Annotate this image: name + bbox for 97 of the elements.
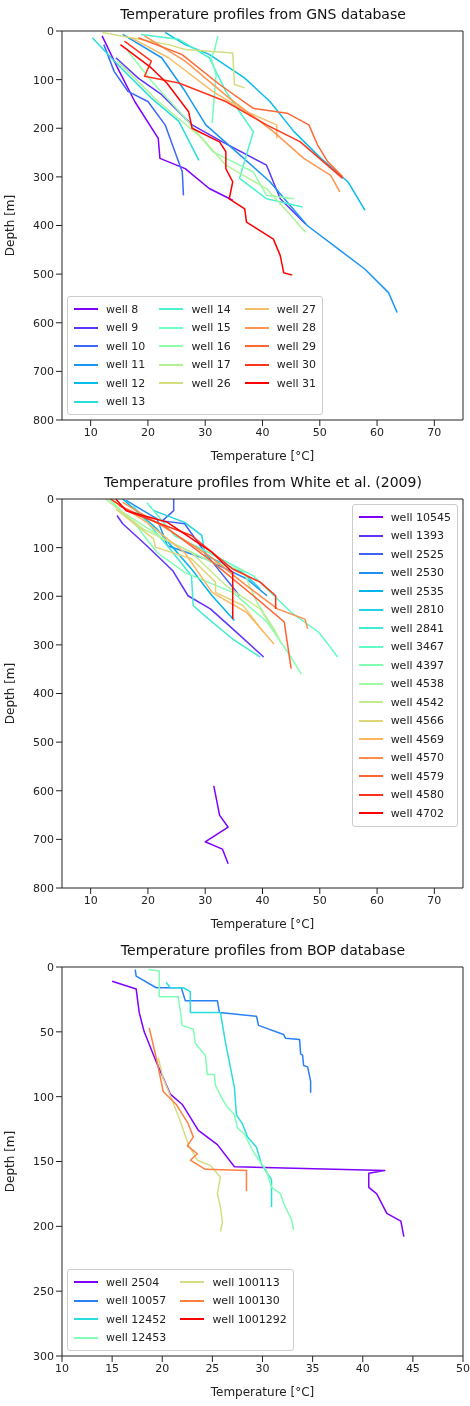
legend-label: well 13 — [106, 395, 146, 409]
x-tick-label: 25 — [205, 1361, 220, 1375]
chart-title: Temperature profiles from GNS database — [119, 6, 407, 22]
legend-label: well 8 — [106, 302, 139, 316]
x-tick-label: 10 — [83, 425, 98, 439]
legend-label: well 10545 — [390, 510, 451, 524]
legend-label: well 28 — [276, 321, 317, 335]
y-tick-label: 800 — [33, 413, 54, 427]
x-tick-label: 50 — [312, 893, 327, 907]
legend-label: well 2530 — [390, 566, 444, 580]
x-tick-label: 70 — [427, 893, 442, 907]
legend-label: well 2504 — [106, 1275, 160, 1289]
y-tick-label: 500 — [33, 736, 54, 750]
y-tick-label: 500 — [33, 268, 54, 282]
legend-label: well 2841 — [390, 621, 444, 635]
chart-title: Temperature profiles from White et al. (2009) — [103, 474, 423, 490]
x-tick-label: 40 — [255, 425, 270, 439]
legend-label: well 1393 — [390, 529, 444, 543]
y-tick-label: 600 — [33, 316, 54, 330]
x-tick-label: 40 — [255, 893, 270, 907]
x-tick-label: 45 — [405, 1361, 420, 1375]
y-tick-label: 600 — [33, 784, 54, 798]
y-tick-label: 100 — [33, 1090, 54, 1104]
x-tick-label: 40 — [355, 1361, 370, 1375]
x-tick-label: 20 — [140, 893, 155, 907]
y-tick-label: 800 — [33, 881, 54, 895]
legend-label: well 29 — [276, 339, 317, 353]
legend-label: well 4569 — [390, 732, 444, 746]
legend-label: well 3467 — [390, 640, 444, 654]
legend-label: well 4397 — [390, 658, 444, 672]
legend-label: well 2525 — [390, 547, 444, 561]
y-tick-label: 0 — [47, 960, 54, 974]
legend-label: well 10057 — [106, 1294, 167, 1308]
x-tick-label: 30 — [198, 893, 213, 907]
x-axis-title: Temperature [°C] — [209, 449, 315, 463]
legend-label: well 11 — [106, 358, 146, 372]
legend-label: well 14 — [191, 302, 231, 316]
legend-label: well 4570 — [390, 751, 444, 765]
y-tick-label: 200 — [33, 590, 54, 604]
y-tick-label: 300 — [33, 638, 54, 652]
y-tick-label: 400 — [33, 219, 54, 233]
y-tick-label: 700 — [33, 833, 54, 847]
legend-label: well 12 — [106, 376, 146, 390]
y-tick-label: 150 — [33, 1155, 54, 1169]
y-tick-label: 50 — [40, 1025, 54, 1039]
x-tick-label: 60 — [370, 425, 385, 439]
legend-label: well 26 — [191, 376, 231, 390]
y-tick-label: 300 — [33, 170, 54, 184]
legend-label: well 1001292 — [212, 1312, 287, 1326]
y-tick-label: 0 — [47, 24, 54, 38]
x-tick-label: 35 — [305, 1361, 320, 1375]
legend-label: well 9 — [106, 321, 139, 335]
legend-label: well 4542 — [390, 695, 444, 709]
y-tick-label: 700 — [33, 365, 54, 379]
x-tick-label: 15 — [105, 1361, 120, 1375]
y-axis-title: Depth [m] — [3, 1130, 18, 1193]
y-tick-label: 300 — [33, 1349, 54, 1363]
legend-label: well 27 — [276, 302, 317, 316]
legend-label: well 30 — [276, 358, 317, 372]
x-axis-title: Temperature [°C] — [209, 917, 315, 931]
x-tick-label: 50 — [456, 1361, 470, 1375]
y-tick-label: 400 — [33, 687, 54, 701]
legend-label: well 4566 — [390, 714, 444, 728]
x-tick-label: 30 — [198, 425, 213, 439]
y-tick-label: 200 — [33, 1220, 54, 1234]
y-axis-title: Depth [m] — [3, 662, 18, 725]
x-tick-label: 20 — [155, 1361, 170, 1375]
legend-label: well 4538 — [390, 677, 444, 691]
legend-label: well 12453 — [106, 1331, 167, 1345]
legend-label: well 15 — [191, 321, 231, 335]
y-tick-label: 0 — [47, 492, 54, 506]
legend-label: well 4579 — [390, 769, 444, 783]
legend-label: well 16 — [191, 339, 231, 353]
legend-label: well 4702 — [390, 806, 444, 820]
y-tick-label: 200 — [33, 122, 54, 136]
x-tick-label: 50 — [312, 425, 327, 439]
legend-label: well 2810 — [390, 603, 444, 617]
y-axis-title: Depth [m] — [3, 194, 18, 257]
x-tick-label: 30 — [255, 1361, 270, 1375]
x-tick-label: 20 — [140, 425, 155, 439]
legend-label: well 4580 — [390, 788, 444, 802]
legend-label: well 31 — [276, 376, 317, 390]
x-tick-label: 60 — [370, 893, 385, 907]
x-axis-title: Temperature [°C] — [209, 1385, 315, 1399]
legend-label: well 10 — [106, 339, 146, 353]
y-tick-label: 100 — [33, 73, 54, 87]
y-tick-label: 250 — [33, 1285, 54, 1299]
x-tick-label: 70 — [427, 425, 442, 439]
legend-label: well 17 — [191, 358, 231, 372]
x-tick-label: 10 — [83, 893, 98, 907]
y-tick-label: 100 — [33, 541, 54, 555]
x-tick-label: 10 — [55, 1361, 69, 1375]
legend-label: well 100130 — [212, 1294, 280, 1308]
legend-label: well 100113 — [212, 1275, 280, 1289]
legend-label: well 2535 — [390, 584, 444, 598]
chart-title: Temperature profiles from BOP database — [119, 942, 407, 958]
legend-label: well 12452 — [106, 1312, 167, 1326]
